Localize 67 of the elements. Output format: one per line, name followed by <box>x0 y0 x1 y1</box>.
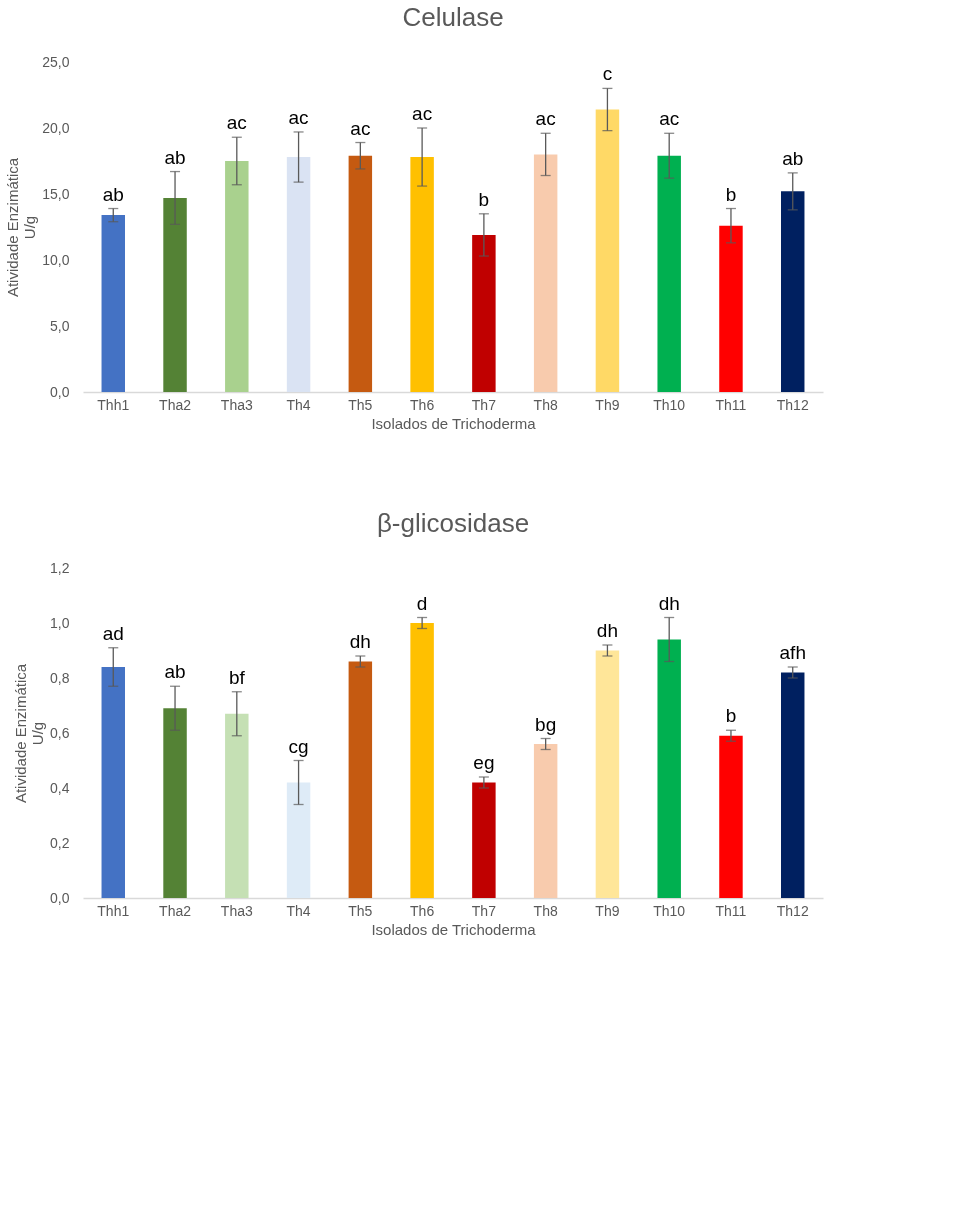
y-tick-label: 0,6 <box>50 724 70 741</box>
x-tick-label: Thh1 <box>97 902 130 919</box>
annotation: ad <box>102 622 124 644</box>
y-tick-label: 1,2 <box>50 559 70 576</box>
annotation: bf <box>228 666 246 688</box>
annotation: ac <box>659 108 680 130</box>
y-tick-label: 15,0 <box>42 185 70 202</box>
y-tick-label: 25,0 <box>42 53 70 70</box>
annotation: bg <box>535 713 557 735</box>
annotation: ac <box>288 106 309 128</box>
x-tick-label: Tha3 <box>220 902 253 919</box>
x-tick-label: Th6 <box>410 396 435 413</box>
x-tick-label: Th7 <box>471 902 497 919</box>
x-tick-label: Th12 <box>776 902 809 919</box>
annotation: afh <box>779 642 806 663</box>
x-tick-label: Th11 <box>715 396 747 413</box>
x-tick-label: Tha2 <box>159 902 192 919</box>
annotation: ab <box>102 183 124 205</box>
annotation: ac <box>535 108 556 130</box>
annotation: d <box>416 592 428 614</box>
x-axis-title: Isolados de Trichoderma <box>371 414 537 432</box>
annotation: cg <box>288 735 309 757</box>
annotation: c <box>602 63 613 85</box>
annotation: dh <box>658 592 680 614</box>
x-tick-label: Th10 <box>653 396 686 413</box>
y-axis-title: Atividade Enzimática U/g <box>4 157 39 298</box>
y-tick-label: 0,2 <box>50 834 70 851</box>
annotation: ac <box>350 117 371 139</box>
y-tick-label: 10,0 <box>42 251 70 268</box>
y-tick-label: 5,0 <box>50 317 70 334</box>
annotation: b <box>725 705 737 727</box>
y-axis-title: Atividade Enzimática U/g <box>12 663 47 804</box>
x-tick-label: Th9 <box>595 902 620 919</box>
y-tick-label: 0,8 <box>50 669 70 686</box>
x-tick-label: Thh1 <box>97 396 130 413</box>
y-tick-label: 0,0 <box>50 383 70 400</box>
x-tick-label: Th8 <box>533 396 558 413</box>
y-tick-label: 1,0 <box>50 614 70 631</box>
annotation: dh <box>349 631 371 652</box>
x-axis-title: Isolados de Trichoderma <box>371 920 537 938</box>
y-tick-label: 20,0 <box>42 119 70 136</box>
annotation: ab <box>782 147 804 169</box>
x-tick-label: Th12 <box>776 396 809 413</box>
chart-title: β-glicosidase <box>376 508 530 538</box>
annotation: eg <box>473 752 495 773</box>
x-tick-label: Th9 <box>595 396 620 413</box>
y-tick-label: 0,0 <box>50 889 70 906</box>
annotation: ab <box>164 146 186 168</box>
x-tick-label: Th11 <box>715 902 747 919</box>
chart-title: Celulase <box>402 2 504 32</box>
x-tick-label: Th8 <box>533 902 558 919</box>
annotation: ab <box>164 661 186 683</box>
x-tick-label: Th5 <box>348 396 373 413</box>
x-tick-label: Tha3 <box>220 396 253 413</box>
annotation: ac <box>412 103 433 124</box>
annotation: b <box>478 188 490 210</box>
x-tick-label: Tha2 <box>159 396 192 413</box>
annotation: dh <box>596 620 618 641</box>
x-tick-label: Th6 <box>410 902 435 919</box>
x-tick-label: Th5 <box>348 902 373 919</box>
y-tick-label: 0,4 <box>50 779 70 796</box>
x-tick-label: Th10 <box>653 902 686 919</box>
annotation: b <box>725 183 737 205</box>
annotation: ac <box>226 112 247 134</box>
x-tick-label: Th7 <box>471 396 497 413</box>
x-tick-label: Th4 <box>286 396 311 413</box>
x-tick-label: Th4 <box>286 902 311 919</box>
